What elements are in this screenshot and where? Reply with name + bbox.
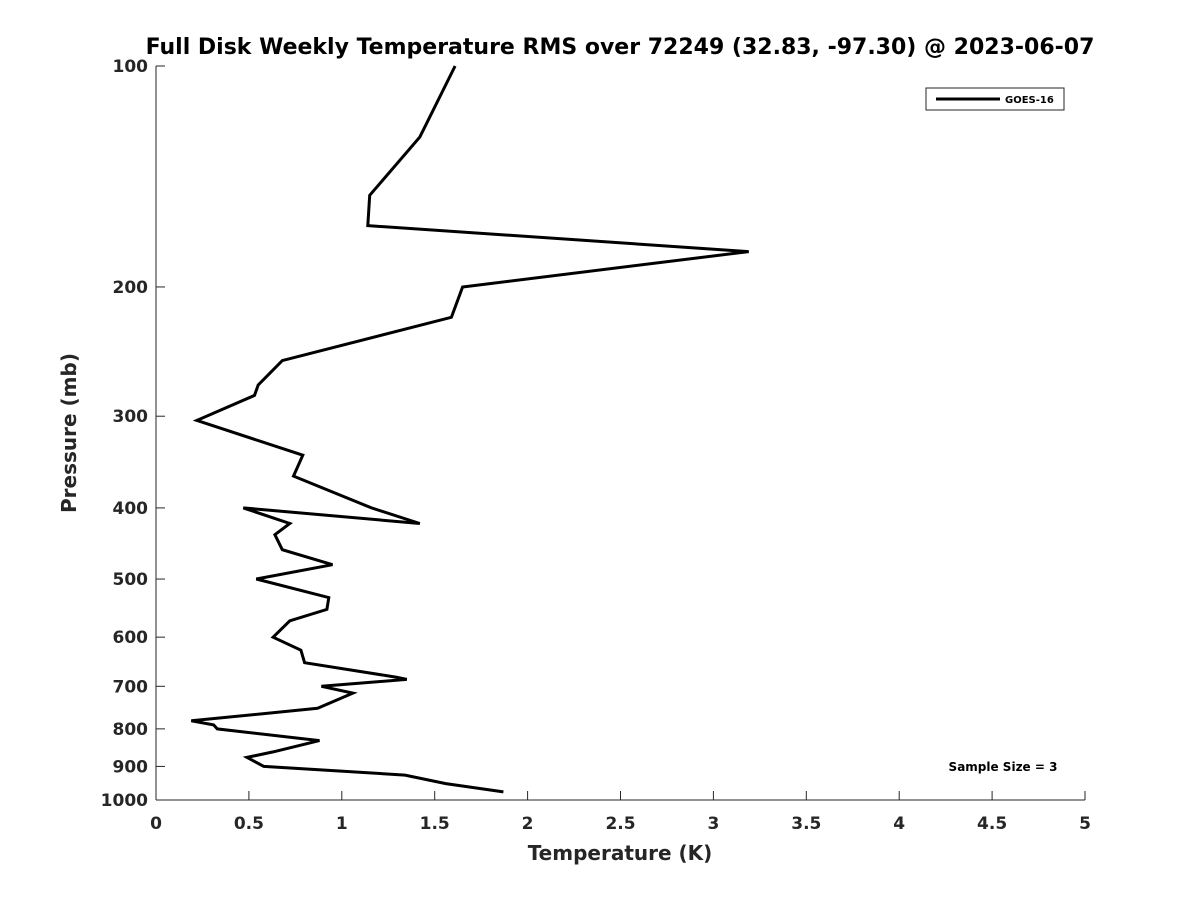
x-tick-label: 3.5 — [791, 814, 821, 834]
series-line-goes-16 — [191, 65, 749, 794]
y-ticks: 100 200 300 400 500 600 700 800 900 1000 — [101, 57, 165, 811]
legend: GOES-16 — [925, 87, 1065, 111]
sample-size-annotation: Sample Size = 3 — [949, 760, 1058, 774]
plot-area: 0 0.5 1 1.5 2 2.5 3 3.5 4 4.5 5 100 200 300 400 500 600… — [101, 57, 1091, 834]
y-tick-label: 500 — [113, 570, 149, 590]
x-tick-label: 4 — [893, 814, 905, 834]
series-layer — [191, 65, 749, 794]
y-tick-label: 800 — [113, 720, 149, 740]
x-axis-label: Temperature (K) — [528, 841, 713, 865]
x-tick-label: 2.5 — [605, 814, 635, 834]
x-tick-label: 4.5 — [977, 814, 1007, 834]
y-tick-label: 100 — [113, 57, 149, 77]
x-tick-label: 0.5 — [234, 814, 264, 834]
x-tick-label: 3 — [707, 814, 719, 834]
y-tick-label: 300 — [113, 407, 149, 427]
x-tick-label: 0 — [150, 814, 162, 834]
x-ticks: 0 0.5 1 1.5 2 2.5 3 3.5 4 4.5 5 — [150, 791, 1091, 834]
y-axis-label: Pressure (mb) — [57, 353, 81, 513]
y-tick-label: 600 — [113, 628, 149, 648]
y-tick-label: 400 — [113, 499, 149, 519]
x-tick-label: 2 — [522, 814, 534, 834]
x-tick-label: 1 — [336, 814, 348, 834]
x-tick-label: 5 — [1079, 814, 1091, 834]
y-tick-label: 700 — [113, 677, 149, 697]
y-tick-label: 200 — [113, 278, 149, 298]
chart-title: Full Disk Weekly Temperature RMS over 72… — [146, 35, 1095, 60]
legend-label-goes-16: GOES-16 — [1005, 95, 1054, 106]
y-tick-label: 900 — [113, 757, 149, 777]
y-tick-label: 1000 — [101, 791, 148, 811]
x-tick-label: 1.5 — [420, 814, 450, 834]
